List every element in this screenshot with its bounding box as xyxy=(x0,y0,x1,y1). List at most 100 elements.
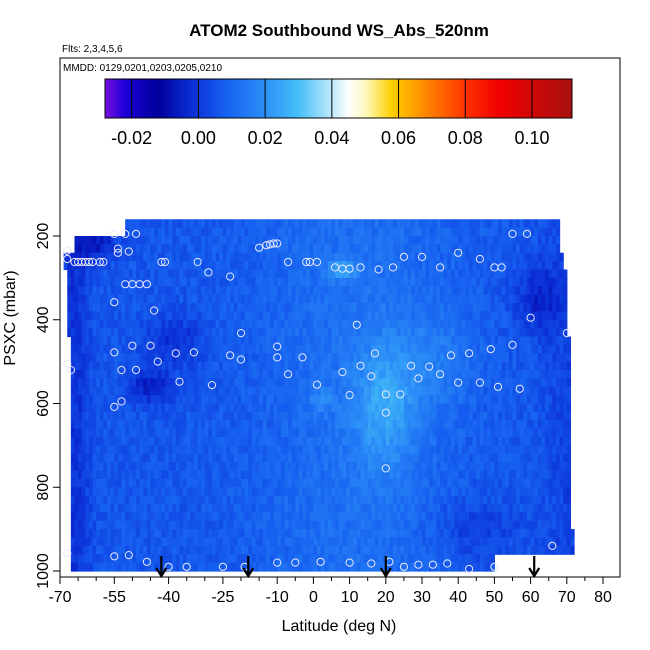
heatmap-cell xyxy=(212,420,217,430)
heatmap-cell xyxy=(436,386,441,396)
heatmap-cell xyxy=(440,294,445,304)
heatmap-cell xyxy=(114,512,119,522)
heatmap-cell xyxy=(74,437,79,446)
heatmap-cell xyxy=(143,378,148,388)
heatmap-cell xyxy=(81,445,86,455)
heatmap-cell xyxy=(443,319,448,329)
heatmap-cell xyxy=(139,437,144,446)
heatmap-cell xyxy=(81,462,86,472)
heatmap-cell xyxy=(519,261,524,271)
heatmap-cell xyxy=(212,311,217,321)
heatmap-cell xyxy=(146,487,152,497)
heatmap-cell xyxy=(552,453,557,463)
heatmap-cell xyxy=(259,378,264,388)
heatmap-cell xyxy=(237,445,242,455)
heatmap-cell xyxy=(505,411,510,421)
heatmap-cell xyxy=(523,470,528,480)
heatmap-cell xyxy=(487,420,492,430)
heatmap-cell xyxy=(516,395,521,405)
heatmap-cell xyxy=(429,294,434,304)
heatmap-cell xyxy=(508,370,514,379)
heatmap-cell xyxy=(335,244,340,254)
heatmap-cell xyxy=(78,336,83,346)
heatmap-cell xyxy=(81,386,86,396)
heatmap-cell xyxy=(320,445,325,455)
heatmap-cell xyxy=(78,286,83,296)
heatmap-cell xyxy=(545,428,550,438)
heatmap-cell xyxy=(262,495,267,505)
heatmap-cell xyxy=(222,328,228,338)
heatmap-cell xyxy=(291,470,296,480)
heatmap-cell xyxy=(342,478,347,488)
heatmap-cell xyxy=(498,252,503,262)
heatmap-cell xyxy=(469,411,474,421)
heatmap-cell xyxy=(248,512,253,522)
heatmap-cell xyxy=(418,495,423,505)
heatmap-cell xyxy=(161,294,166,304)
heatmap-cell xyxy=(331,303,336,312)
heatmap-cell xyxy=(204,344,210,354)
heatmap-cell xyxy=(288,277,293,287)
heatmap-cell xyxy=(284,520,289,530)
heatmap-cell xyxy=(197,319,202,329)
heatmap-cell xyxy=(378,453,383,463)
heatmap-cell xyxy=(382,244,387,254)
heatmap-cell xyxy=(479,512,485,522)
heatmap-cell xyxy=(164,227,170,237)
heatmap-cell xyxy=(371,428,376,438)
heatmap-cell xyxy=(103,504,108,513)
heatmap-cell xyxy=(222,420,228,430)
heatmap-cell xyxy=(378,370,383,379)
heatmap-cell xyxy=(164,395,170,405)
heatmap-cell xyxy=(422,478,427,488)
heatmap-cell xyxy=(313,236,318,245)
heatmap-cell xyxy=(273,437,278,446)
heatmap-cell xyxy=(317,244,322,254)
heatmap-cell xyxy=(74,495,79,505)
heatmap-cell xyxy=(302,303,307,312)
heatmap-cell xyxy=(440,252,445,262)
heatmap-cell xyxy=(92,370,97,379)
heatmap-cell xyxy=(523,353,528,363)
heatmap-cell xyxy=(288,269,293,279)
heatmap-cell xyxy=(114,462,119,472)
heatmap-cell xyxy=(447,411,452,421)
heatmap-cell xyxy=(382,403,387,413)
heatmap-cell xyxy=(360,428,365,438)
heatmap-cell xyxy=(335,361,340,371)
heatmap-cell xyxy=(498,403,503,413)
heatmap-cell xyxy=(251,378,257,388)
heatmap-cell xyxy=(378,512,383,522)
heatmap-cell xyxy=(324,252,329,262)
heatmap-cell xyxy=(541,445,546,455)
heatmap-cell xyxy=(393,269,398,279)
heatmap-cell xyxy=(262,395,267,405)
heatmap-cell xyxy=(345,303,351,312)
heatmap-cell xyxy=(418,328,423,338)
heatmap-cell xyxy=(407,445,412,455)
heatmap-cell xyxy=(110,361,115,371)
heatmap-cell xyxy=(226,411,231,421)
heatmap-cell xyxy=(255,411,260,421)
heatmap-cell xyxy=(440,244,445,254)
heatmap-cell xyxy=(411,370,416,379)
heatmap-cell xyxy=(479,403,485,413)
heatmap-cell xyxy=(519,437,524,446)
heatmap-cell xyxy=(436,219,441,229)
heatmap-cell xyxy=(534,303,539,312)
heatmap-cell xyxy=(436,261,441,271)
heatmap-cell xyxy=(447,252,452,262)
heatmap-cell xyxy=(548,361,553,371)
heatmap-cell xyxy=(454,428,459,438)
heatmap-cell xyxy=(479,236,485,245)
heatmap-cell xyxy=(338,244,343,254)
heatmap-cell xyxy=(222,261,228,271)
heatmap-cell xyxy=(393,319,398,329)
heatmap-cell xyxy=(559,428,564,438)
heatmap-cell xyxy=(534,445,539,455)
heatmap-cell xyxy=(563,303,568,312)
heatmap-cell xyxy=(454,269,459,279)
heatmap-cell xyxy=(143,411,148,421)
heatmap-cell xyxy=(146,512,152,522)
heatmap-cell xyxy=(338,286,343,296)
